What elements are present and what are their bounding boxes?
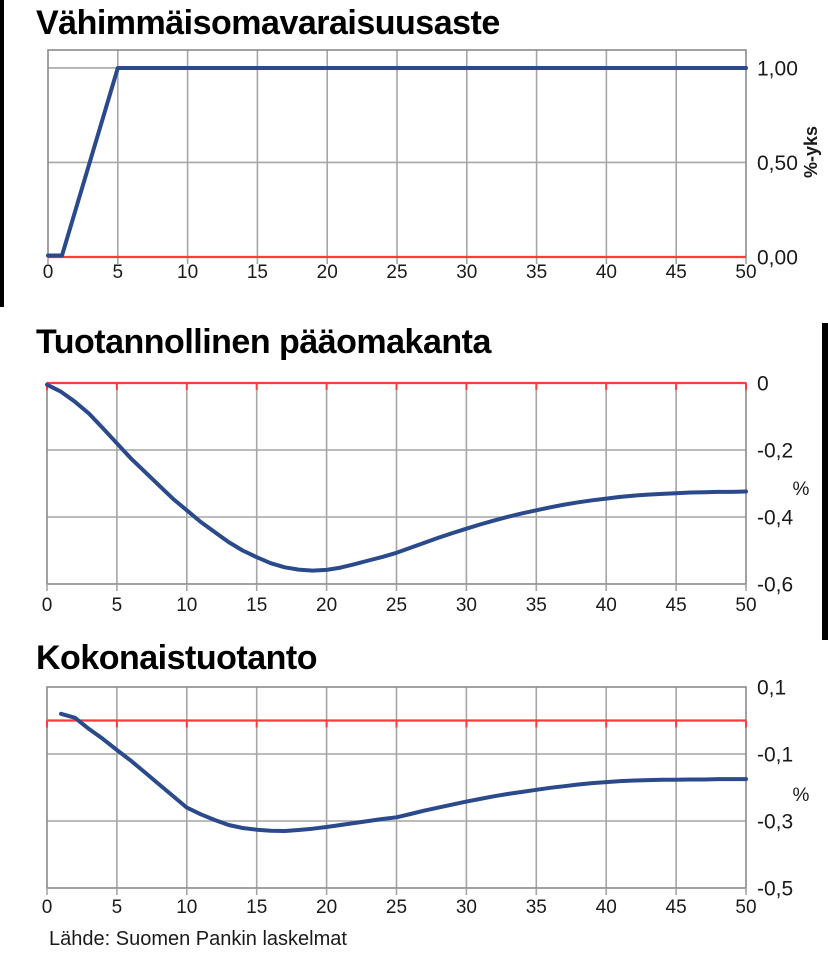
x-tick-label: 15 (246, 595, 267, 616)
chart-1-y-labels: 1,00 0,50 0,00 (757, 57, 798, 269)
chart-2-title: Tuotannollinen pääomakanta (36, 323, 491, 361)
y-tick-label: -0,2 (757, 440, 793, 463)
series-vahimmaisomavaraisuusaste (46, 66, 748, 258)
source-note: Lähde: Suomen Pankin laskelmat (49, 928, 347, 950)
y-tick-label: -0,6 (757, 574, 793, 597)
chart-3-zero-line-ticks (46, 720, 747, 728)
y-tick-label: -0,4 (757, 507, 794, 530)
chart-3-x-ticks (46, 888, 747, 895)
chart-2-unit-label: % (793, 479, 810, 500)
chart-1-title: Vähimmäisomavaraisuusaste (36, 4, 500, 42)
series-kokonaistuotanto (59, 711, 748, 833)
x-tick-label: 15 (247, 262, 268, 283)
x-tick-label: 10 (176, 595, 197, 616)
chart-3: 0,1 -0,1 -0,3 -0,5 0 5 10 15 20 25 30 35 40 45 50% (42, 677, 810, 919)
chart-1-x-ticks (47, 257, 747, 264)
chart-3-x-labels: 0 5 10 15 20 25 30 35 40 45 50 (42, 897, 757, 918)
x-tick-label: 35 (526, 897, 547, 918)
chart-2-y-labels: 0 -0,2 -0,4 -0,6 (757, 373, 794, 597)
y-tick-label: 0 (757, 373, 769, 396)
x-tick-label: 40 (596, 262, 617, 283)
chart-1-grid (48, 50, 746, 257)
chart-2-grid (47, 383, 746, 584)
chart-1-unit-label: %-yks (801, 126, 821, 178)
chart-1-x-labels: 0 5 10 15 20 25 30 35 40 45 50 (43, 262, 757, 283)
x-tick-label: 35 (526, 595, 547, 616)
x-tick-label: 25 (386, 897, 407, 918)
chart-3-title: Kokonaistuotanto (36, 639, 317, 677)
x-tick-label: 25 (386, 262, 407, 283)
x-tick-label: 50 (735, 595, 756, 616)
x-tick-label: 5 (112, 595, 123, 616)
y-tick-label: 0,50 (757, 152, 798, 175)
x-tick-label: 25 (386, 595, 407, 616)
x-tick-label: 45 (666, 897, 687, 918)
x-tick-label: 0 (42, 897, 53, 918)
chart-2-x-ticks (46, 584, 747, 591)
x-tick-label: 0 (42, 595, 53, 616)
x-tick-label: 30 (456, 595, 477, 616)
x-tick-label: 20 (317, 262, 338, 283)
x-tick-label: 45 (666, 595, 687, 616)
x-tick-label: 50 (735, 897, 756, 918)
chart-3-unit-label: % (793, 785, 810, 806)
chart-2: 0 -0,2 -0,4 -0,6 0 5 10 15 20 25 30 35 40 45 50% (42, 373, 810, 617)
y-tick-label: 1,00 (757, 57, 798, 80)
x-tick-label: 15 (246, 897, 267, 918)
x-tick-label: 10 (176, 897, 197, 918)
x-tick-label: 30 (456, 897, 477, 918)
x-tick-label: 10 (177, 262, 198, 283)
x-tick-label: 0 (43, 262, 54, 283)
y-tick-label: 0,1 (757, 677, 786, 700)
x-tick-label: 5 (112, 897, 123, 918)
x-tick-label: 40 (596, 595, 617, 616)
chart-2-x-labels: 0 5 10 15 20 25 30 35 40 45 50 (42, 595, 757, 616)
x-tick-label: 5 (113, 262, 124, 283)
x-tick-label: 40 (596, 897, 617, 918)
x-tick-label: 45 (666, 262, 687, 283)
y-tick-label: -0,1 (757, 744, 793, 767)
y-tick-label: -0,5 (757, 878, 793, 901)
left-edge-bar (0, 0, 4, 307)
x-tick-label: 20 (316, 897, 337, 918)
x-tick-label: 35 (526, 262, 547, 283)
y-tick-label: 0,00 (757, 247, 798, 270)
y-tick-label: -0,3 (757, 811, 793, 834)
chart-1: 1,00 0,50 0,00 0 5 10 15 20 25 30 35 40 45 50 %-yks (43, 49, 821, 283)
series-tuotannollinen-paaomakanta (45, 382, 748, 573)
chart-3-y-labels: 0,1 -0,1 -0,3 -0,5 (757, 677, 793, 901)
x-tick-label: 30 (456, 262, 477, 283)
x-tick-label: 50 (735, 262, 756, 283)
chart-3-grid (47, 687, 746, 888)
right-edge-bar (822, 323, 828, 640)
x-tick-label: 20 (316, 595, 337, 616)
